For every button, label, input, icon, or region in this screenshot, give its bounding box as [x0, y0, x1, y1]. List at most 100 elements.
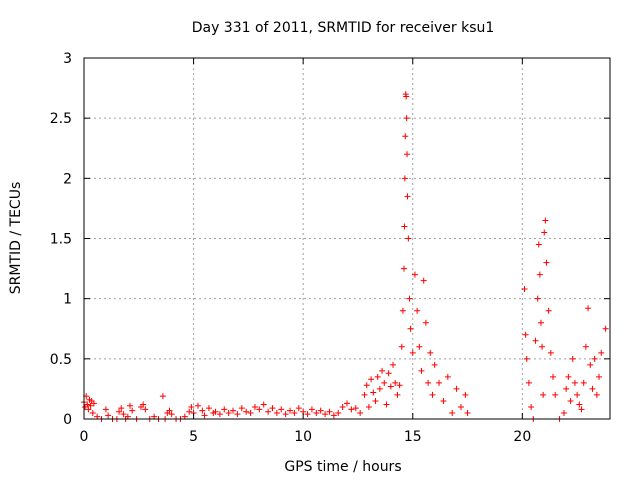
data-point [326, 408, 333, 415]
data-point [265, 408, 272, 415]
data-point [243, 408, 250, 415]
y-tick-label: 2.5 [50, 111, 72, 127]
data-point [591, 355, 598, 362]
data-point [381, 379, 388, 386]
y-tick-label: 3 [63, 51, 72, 67]
data-point [416, 343, 423, 350]
data-point [330, 412, 337, 419]
data-point [567, 397, 574, 404]
data-point [379, 367, 386, 374]
data-point [383, 401, 390, 408]
data-point [278, 406, 285, 413]
data-point [85, 406, 92, 413]
data-point [401, 223, 408, 230]
data-point [385, 370, 392, 377]
data-point [291, 409, 298, 416]
data-point [120, 411, 127, 418]
data-point [102, 406, 109, 413]
data-point [390, 361, 397, 368]
data-point [394, 391, 401, 398]
data-point [322, 411, 329, 418]
axis-ticks: 0 5 10 15 20 0 0.5 1 1.5 2 2.5 3 [50, 51, 610, 445]
data-point [403, 115, 410, 122]
data-point [464, 409, 471, 416]
data-point [308, 406, 315, 413]
data-point [127, 402, 134, 409]
data-point [578, 406, 585, 413]
data-point [401, 175, 408, 182]
data-point [166, 407, 173, 414]
data-point [205, 405, 212, 412]
data-point [427, 349, 434, 356]
data-point [256, 406, 263, 413]
data-point [404, 193, 411, 200]
data-point [405, 235, 412, 242]
data-point [186, 408, 193, 415]
data-point [422, 319, 429, 326]
data-point [593, 391, 600, 398]
data-point [436, 379, 443, 386]
data-point [295, 405, 302, 412]
data-point [587, 361, 594, 368]
data-point [569, 355, 576, 362]
data-point [598, 349, 605, 356]
data-point [370, 389, 377, 396]
data-point [260, 401, 267, 408]
data-point [89, 409, 96, 416]
data-point [234, 411, 241, 418]
data-point [142, 406, 149, 413]
data-point [411, 271, 418, 278]
data-point [418, 367, 425, 374]
data-point [571, 379, 578, 386]
data-point [535, 241, 542, 248]
y-tick-label: 2 [63, 171, 72, 187]
data-point [602, 325, 609, 332]
data-point [545, 307, 552, 314]
data-point [398, 343, 405, 350]
y-tick-label: 1.5 [50, 232, 72, 248]
data-point [523, 355, 530, 362]
data-point [230, 407, 237, 414]
data-point [376, 385, 383, 392]
data-point [357, 409, 364, 416]
data-point [565, 373, 572, 380]
data-point [194, 402, 201, 409]
data-point [188, 403, 195, 410]
data-point [521, 286, 528, 293]
data-point [105, 412, 112, 419]
x-axis-label: GPS time / hours [284, 459, 401, 475]
data-point [348, 406, 355, 413]
data-point [387, 383, 394, 390]
data-point [269, 405, 276, 412]
data-point [403, 93, 410, 100]
data-point [528, 403, 535, 410]
data-point [532, 337, 539, 344]
data-point [317, 407, 324, 414]
data-point [396, 382, 403, 389]
data-point [574, 391, 581, 398]
x-tick-label: 0 [80, 429, 89, 445]
data-point [543, 259, 550, 266]
data-point [313, 409, 320, 416]
data-point [372, 397, 379, 404]
data-point [453, 385, 460, 392]
data-point [199, 407, 206, 414]
data-point [352, 405, 359, 412]
y-tick-label: 0 [63, 412, 72, 428]
data-point [216, 411, 223, 418]
data-point [536, 271, 543, 278]
data-point [404, 151, 411, 158]
data-point [87, 402, 94, 409]
data-point [201, 412, 208, 419]
data-point [431, 361, 438, 368]
data-point [221, 406, 228, 413]
data-point [541, 229, 548, 236]
data-point [361, 391, 368, 398]
data-point [539, 343, 546, 350]
data-point [140, 401, 147, 408]
data-point [287, 407, 294, 414]
data-point [429, 391, 436, 398]
data-point [582, 343, 589, 350]
data-point [374, 373, 381, 380]
